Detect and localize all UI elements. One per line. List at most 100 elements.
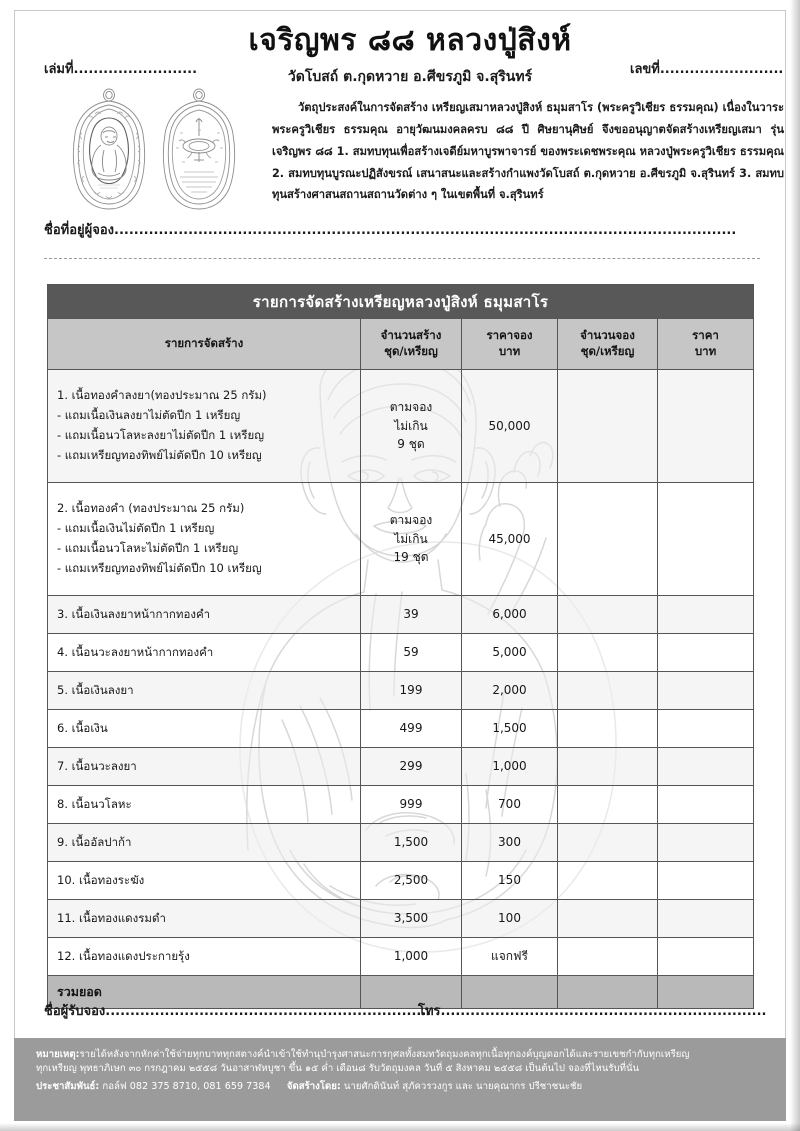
row-item-cell: 4. เนื้อนวะลงยาหน้ากากทองคำ xyxy=(47,633,361,672)
footer-contact-line: ประชาสัมพันธ์: กอล์ฟ 082 375 8710, 081 6… xyxy=(36,1080,766,1095)
pr-label: ประชาสัมพันธ์: xyxy=(36,1081,100,1093)
row-build-qty: ตามจอง ไม่เกิน 9 ชุด xyxy=(360,369,462,483)
row-item-cell: 6. เนื้อเงิน xyxy=(47,709,361,748)
row-amount-input[interactable] xyxy=(656,671,755,710)
col-header-amount: ราคา บาท xyxy=(656,318,755,370)
col-header-order-qty-line1: จำนวนจอง xyxy=(580,328,635,343)
row-order-qty-input[interactable] xyxy=(557,861,658,900)
page-edge-shadow-right xyxy=(790,0,800,1131)
row-build-qty: 299 xyxy=(360,747,462,786)
row-order-qty-input[interactable] xyxy=(557,369,658,483)
footer-ceremony-line: ทุกเหรียญ พุทธาภิเษก ๓๐ กรกฎาคม ๒๕๕๘ วัน… xyxy=(36,1063,640,1075)
row-item-sub: - แถมเนื้อเงินลงยาไม่ตัดปีก 1 เหรียญ xyxy=(57,408,241,423)
table-total-row: รวมยอด xyxy=(47,975,755,1009)
row-amount-input[interactable] xyxy=(656,633,755,672)
pr-phone-numbers[interactable]: กอล์ฟ 082 375 8710, 081 659 7384 xyxy=(102,1081,271,1093)
row-amount-input[interactable] xyxy=(656,369,755,483)
row-build-qty: 999 xyxy=(360,785,462,824)
table-row: 6. เนื้อเงิน 499 1,500 xyxy=(47,709,755,748)
row-amount-input[interactable] xyxy=(656,861,755,900)
table-title: รายการจัดสร้างเหรียญหลวงปู่สิงห์ ธมุมสาโ… xyxy=(46,284,755,319)
row-build-qty-line: ตามจอง xyxy=(389,513,433,528)
subscriber-name-address-field[interactable]: ชื่อที่อยู่ผู้จอง.......................… xyxy=(44,223,737,238)
col-header-order-qty-line2: ชุด/เหรียญ xyxy=(580,344,635,358)
builder-names: นายศักดินันท์ สุภัควรวงกูร และ นายคุณากร… xyxy=(343,1081,583,1093)
row-amount-input[interactable] xyxy=(656,785,755,824)
col-header-build-qty-line2: ชุด/เหรียญ xyxy=(384,344,438,358)
amulet-images xyxy=(62,88,262,216)
table-row: 10. เนื้อทองระฆัง 2,500 150 xyxy=(47,861,755,900)
total-build-qty xyxy=(360,975,462,1009)
row-build-qty: 3,500 xyxy=(360,899,462,938)
row-build-qty: 1,500 xyxy=(360,823,462,862)
row-item-cell: 11. เนื้อทองแดงรมดำ xyxy=(47,899,361,938)
amulet-front xyxy=(72,88,146,210)
row-item-main: 1. เนื้อทองคำลงยา(ทองประมาณ 25 กรัม) xyxy=(57,388,267,403)
total-order-qty[interactable] xyxy=(557,975,658,1009)
row-reserve-price: 2,000 xyxy=(461,671,558,710)
footer-note-prefix: หมายเหตุ: xyxy=(36,1049,80,1060)
row-amount-input[interactable] xyxy=(656,747,755,786)
row-build-qty: 39 xyxy=(360,595,462,634)
total-amount[interactable] xyxy=(656,975,755,1009)
row-reserve-price: 45,000 xyxy=(461,482,558,596)
serial-number-field[interactable]: เลขที่......................... xyxy=(630,62,784,77)
bottom-fields: ชื่อผู้รับจอง...........................… xyxy=(0,1000,800,1036)
row-item-cell: 2. เนื้อทองคำ (ทองประมาณ 25 กรัม) - แถมเ… xyxy=(47,482,361,596)
col-header-amount-line1: ราคา xyxy=(692,328,719,343)
row-amount-input[interactable] xyxy=(656,595,755,634)
row-build-qty: ตามจอง ไม่เกิน 19 ชุด xyxy=(360,482,462,596)
row-order-qty-input[interactable] xyxy=(557,482,658,596)
row-amount-input[interactable] xyxy=(656,709,755,748)
row-amount-input[interactable] xyxy=(656,937,755,976)
row-order-qty-input[interactable] xyxy=(557,709,658,748)
row-amount-input[interactable] xyxy=(656,823,755,862)
row-build-qty-line: ตามจอง xyxy=(389,400,433,415)
row-order-qty-input[interactable] xyxy=(557,747,658,786)
row-amount-input[interactable] xyxy=(656,482,755,596)
row-order-qty-input[interactable] xyxy=(557,823,658,862)
row-reserve-price: 50,000 xyxy=(461,369,558,483)
row-item-cell: 7. เนื้อนวะลงยา xyxy=(47,747,361,786)
col-header-item: รายการจัดสร้าง xyxy=(47,318,361,370)
row-item-cell: 5. เนื้อเงินลงยา xyxy=(47,671,361,710)
row-reserve-price: 5,000 xyxy=(461,633,558,672)
page-edge-shadow-bottom xyxy=(0,1123,800,1131)
row-item-cell: 8. เนื้อนวโลหะ xyxy=(47,785,361,824)
footer-note-line: หมายเหตุ:รายได้หลังจากหักค่าใช้จ่ายทุกบา… xyxy=(36,1047,766,1062)
build-list-table: รายการจัดสร้างเหรียญหลวงปู่สิงห์ ธมุมสาโ… xyxy=(46,284,755,1009)
table-row: 11. เนื้อทองแดงรมดำ 3,500 100 xyxy=(47,899,755,938)
row-reserve-price: 1,500 xyxy=(461,709,558,748)
row-order-qty-input[interactable] xyxy=(557,785,658,824)
row-build-qty-line: ไม่เกิน xyxy=(394,418,428,433)
row-build-qty-line: 19 ชุด xyxy=(393,550,429,565)
receiver-name-field[interactable]: ชื่อผู้รับจอง...........................… xyxy=(44,1004,432,1019)
builder-label: จัดสร้างโดย: xyxy=(286,1081,341,1093)
row-item-cell: 1. เนื้อทองคำลงยา(ทองประมาณ 25 กรัม) - แ… xyxy=(47,369,361,483)
row-item-sub: - แถมเนื้อเงินไม่ตัดปีก 1 เหรียญ xyxy=(57,521,215,536)
row-order-qty-input[interactable] xyxy=(557,633,658,672)
row-reserve-price: 150 xyxy=(461,861,558,900)
amulet-back xyxy=(162,88,236,210)
row-reserve-price: 6,000 xyxy=(461,595,558,634)
table-row: 1. เนื้อทองคำลงยา(ทองประมาณ 25 กรัม) - แ… xyxy=(47,369,755,483)
row-build-qty-line: 9 ชุด xyxy=(397,437,425,452)
row-item-cell: 3. เนื้อเงินลงยาหน้ากากทองคำ xyxy=(47,595,361,634)
table-row: 2. เนื้อทองคำ (ทองประมาณ 25 กรัม) - แถมเ… xyxy=(47,482,755,596)
row-order-qty-input[interactable] xyxy=(557,899,658,938)
col-header-amount-line2: บาท xyxy=(694,344,717,358)
row-item-sub: - แถมเหรียญทองทิพย์ไม่ตัดปีก 10 เหรียญ xyxy=(57,447,262,462)
row-order-qty-input[interactable] xyxy=(557,671,658,710)
row-build-qty: 1,000 xyxy=(360,937,462,976)
row-build-qty: 499 xyxy=(360,709,462,748)
row-order-qty-input[interactable] xyxy=(557,595,658,634)
telephone-field[interactable]: โทร.....................................… xyxy=(418,1004,767,1019)
table-column-header-row: รายการจัดสร้าง จำนวนสร้าง ชุด/เหรียญ ราค… xyxy=(47,318,755,370)
row-item-main: 2. เนื้อทองคำ (ทองประมาณ 25 กรัม) xyxy=(57,501,245,516)
row-item-sub: - แถมเนื้อนวโลหะลงยาไม่ตัดปีก 1 เหรียญ xyxy=(57,428,265,442)
row-order-qty-input[interactable] xyxy=(557,937,658,976)
table-row: 5. เนื้อเงินลงยา 199 2,000 xyxy=(47,671,755,710)
row-build-qty-line: ไม่เกิน xyxy=(394,531,428,546)
volume-number-field[interactable]: เล่มที่......................... xyxy=(44,62,198,77)
row-amount-input[interactable] xyxy=(656,899,755,938)
